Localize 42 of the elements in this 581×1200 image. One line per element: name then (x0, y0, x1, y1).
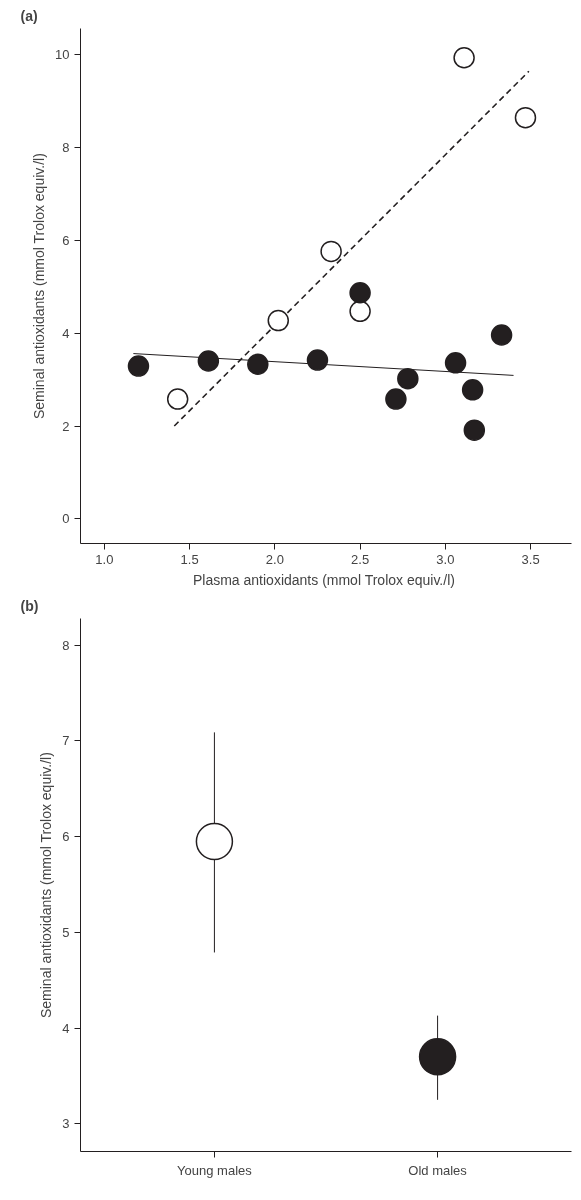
y-tick-label: 5 (62, 924, 70, 940)
y-tick-label: 8 (62, 637, 70, 653)
point (397, 367, 419, 390)
x-tick-label: 3.5 (521, 551, 540, 567)
point (197, 350, 220, 372)
point (306, 349, 329, 371)
point (444, 352, 467, 374)
y-axis-title: Seminal antioxidants (mmol Trolox equiv./l) (31, 153, 48, 420)
y-tick-label: 4 (62, 325, 70, 341)
y-tick-label: 6 (62, 232, 70, 248)
y-axis-title: Seminal antioxidants (mmol Trolox equiv./l) (38, 752, 55, 1019)
chart-title: (a) (20, 7, 38, 24)
y-tick-label: 0 (62, 511, 70, 527)
x-tick-label: 3.0 (436, 551, 455, 567)
point (490, 324, 513, 346)
y-tick-label: 10 (55, 47, 70, 63)
y-tick-label: 3 (62, 1116, 70, 1132)
point (127, 355, 150, 377)
point (385, 388, 407, 410)
point (166, 388, 189, 410)
y-tick-label: 8 (62, 139, 70, 155)
point (463, 419, 486, 441)
chart-title: (b) (20, 597, 39, 614)
point (267, 309, 290, 332)
point (514, 106, 537, 129)
x-tick-label: 2.5 (351, 551, 370, 567)
x-tick-label: Young males (177, 1162, 253, 1178)
x-tick-label: 1.5 (180, 551, 199, 567)
point (461, 379, 484, 401)
y-tick-label: 6 (62, 829, 70, 845)
x-tick-label: Old males (408, 1162, 468, 1178)
point (320, 240, 342, 263)
y-tick-label: 2 (62, 418, 70, 434)
point (349, 300, 371, 323)
y-tick-label: 7 (62, 733, 70, 749)
x-tick-label: 1.0 (95, 551, 114, 567)
x-tick-label: 2.0 (265, 551, 284, 567)
x-axis-title: Plasma antioxidants (mmol Trolox equiv./l) (192, 571, 455, 588)
y-tick-label: 4 (62, 1020, 70, 1036)
point (247, 353, 269, 375)
point (453, 47, 475, 69)
point (349, 282, 371, 304)
